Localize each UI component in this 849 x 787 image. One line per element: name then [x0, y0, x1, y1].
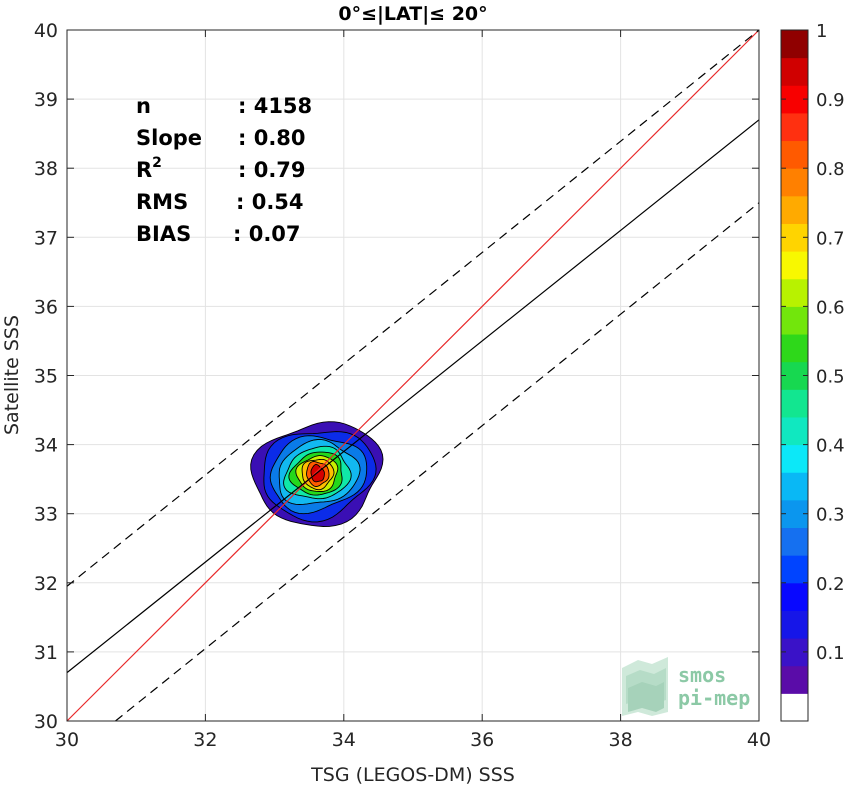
x-tick-label: 36: [470, 729, 494, 751]
colorbar-segment: [781, 195, 808, 224]
colorbar-tick-label: 0.3: [816, 505, 845, 526]
colorbar-tick-label: 0.9: [816, 90, 845, 111]
stat-value: : 0.80: [238, 126, 306, 150]
colorbar-tick-label: 0.7: [816, 228, 845, 249]
stat-label: RMS: [136, 190, 188, 214]
x-tick-label: 32: [193, 729, 217, 751]
colorbar-tick-label: 0.4: [816, 436, 845, 457]
colorbar-tick-label: 0.6: [816, 297, 845, 318]
logo-wave-icon: [622, 657, 668, 716]
y-tick-label: 31: [34, 642, 58, 664]
colorbar-tick-label: 1: [816, 21, 827, 42]
colorbar-segment: [781, 140, 808, 169]
x-tick-label: 30: [55, 729, 79, 751]
one-to-one-line: [66, 29, 760, 722]
y-tick-label: 34: [34, 435, 58, 457]
y-tick-label: 39: [34, 89, 58, 111]
colorbar-segment: [781, 665, 808, 694]
colorbar-segment: [781, 168, 808, 197]
stat-value: : 0.07: [233, 222, 301, 246]
colorbar-segment: [781, 444, 808, 473]
y-tick-label: 38: [34, 158, 58, 180]
y-tick-label: 35: [34, 366, 58, 388]
colorbar-segment: [781, 610, 808, 639]
colorbar-tick-label: 0.2: [816, 574, 845, 595]
colorbar-segment: [781, 306, 808, 335]
logo-text-smos: smos: [678, 663, 726, 687]
lower-bound-line: [115, 202, 760, 722]
colorbar-segment: [781, 30, 808, 59]
stat-value: : 4158: [238, 94, 312, 118]
colorbar-tick-label: 0.8: [816, 159, 845, 180]
y-tick-label: 32: [34, 573, 58, 595]
y-tick-label: 40: [34, 20, 58, 42]
y-tick-label: 33: [34, 504, 58, 526]
y-axis-ticks: 30 31 32 33 34 35 36 37 38 39 40: [34, 20, 759, 733]
colorbar-segment: [781, 555, 808, 584]
stat-value: : 0.79: [238, 158, 306, 182]
colorbar-segment: [781, 389, 808, 418]
stat-value: : 0.54: [236, 190, 304, 214]
stat-label: R2: [136, 155, 162, 182]
colorbar-segment: [781, 57, 808, 86]
y-tick-label: 30: [34, 711, 58, 733]
colorbar-segment: [781, 582, 808, 611]
x-axis-label: TSG (LEGOS-DM) SSS: [310, 764, 515, 786]
colorbar-segment: [781, 334, 808, 363]
colorbar-segment: [781, 472, 808, 501]
y-tick-label: 36: [34, 296, 58, 318]
smos-pi-mep-logo: smos pi-mep: [622, 657, 750, 716]
logo-text-pi-mep: pi-mep: [678, 686, 750, 710]
y-tick-label: 37: [34, 227, 58, 249]
colorbar-segment: [781, 527, 808, 556]
stats-box: n : 4158 Slope : 0.80 R2 : 0.79 RMS : 0.54 BIAS:…: [136, 94, 312, 246]
regression-line: [66, 119, 760, 674]
colorbar-ticks: 0.1 0.2 0.3 0.4 0.5 0.6 0.7 0.8 0.9 1: [781, 21, 845, 664]
upper-bound-line: [66, 29, 760, 587]
x-tick-label: 34: [332, 729, 356, 751]
y-axis-label: Satellite SSS: [1, 315, 23, 435]
colorbar-tick-label: 0.1: [816, 643, 845, 664]
reference-lines: [66, 29, 760, 722]
chart-title: 0°≤|LAT|≤ 20°: [338, 3, 487, 25]
x-tick-label: 38: [609, 729, 633, 751]
x-axis-ticks: 30 32 34 36 38 40: [55, 30, 771, 751]
x-tick-label: 40: [747, 729, 771, 751]
colorbar-segment: [781, 251, 808, 280]
stat-label: BIAS: [136, 222, 191, 246]
colorbar-segment: [781, 416, 808, 446]
stat-label: Slope: [136, 126, 202, 150]
colorbar-segment: [781, 112, 808, 142]
contour-level: [310, 464, 325, 483]
colorbar-segment: [781, 693, 808, 722]
stat-label: n: [136, 94, 151, 118]
colorbar-tick-label: 0.5: [816, 367, 845, 388]
colorbar-segment: [781, 278, 808, 307]
